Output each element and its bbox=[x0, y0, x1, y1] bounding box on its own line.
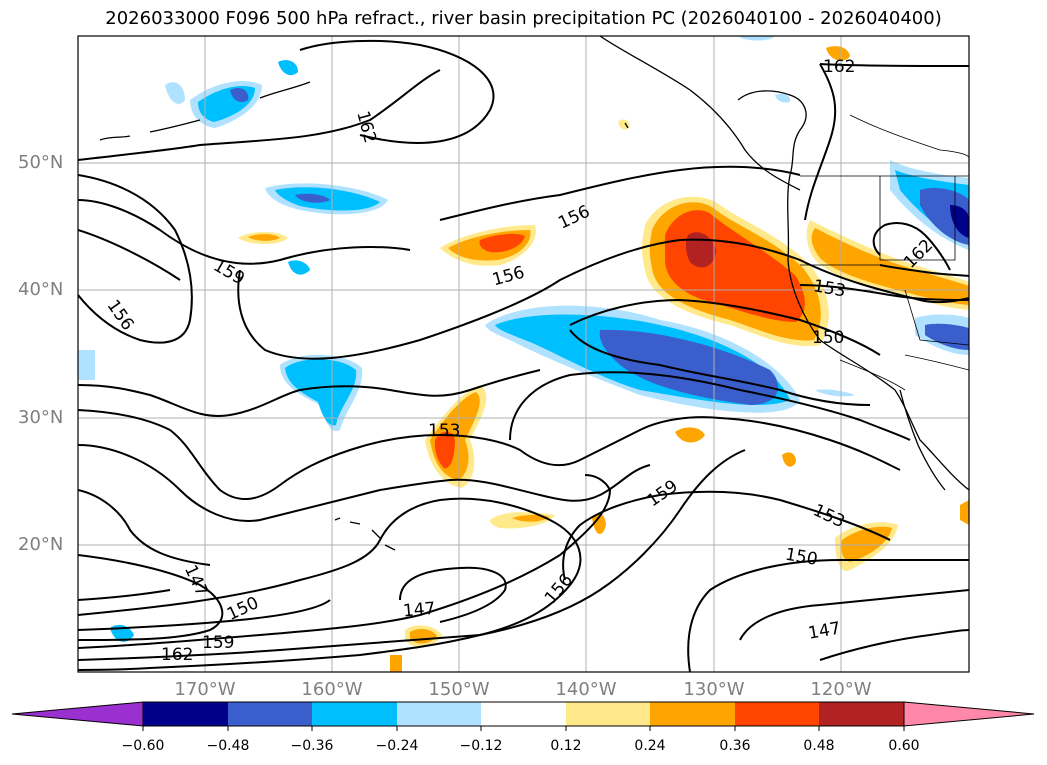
contour-labels: 162 162 156 159 156 156 153 162 153 150 … bbox=[103, 57, 938, 665]
refractivity-contours bbox=[78, 39, 969, 672]
shade-orange bbox=[826, 46, 850, 61]
contour-label: 156 bbox=[541, 570, 577, 608]
colorbar-extend-low bbox=[11, 701, 144, 727]
latitude-label: 40°N bbox=[18, 279, 64, 300]
colorbar-extend-high bbox=[903, 701, 1035, 727]
shade-orange bbox=[960, 500, 969, 525]
colorbar-tick-label: 0.12 bbox=[550, 738, 582, 754]
shade-blue bbox=[288, 260, 310, 275]
contour-label: 156 bbox=[103, 296, 138, 334]
shade-light-blue bbox=[775, 93, 791, 103]
contour-label: 147 bbox=[180, 562, 212, 600]
contour-label: 156 bbox=[555, 202, 593, 234]
latitude-label: 30°N bbox=[18, 407, 64, 428]
coastlines bbox=[99, 36, 969, 551]
contour-label: 162 bbox=[161, 645, 193, 665]
political-borders bbox=[800, 114, 969, 391]
map-title: 2026033000 F096 500 hPa refract., river … bbox=[105, 8, 942, 29]
shade-light-blue bbox=[815, 389, 855, 397]
shade-yellow bbox=[618, 119, 630, 130]
shade-orange bbox=[592, 513, 606, 535]
longitude-label: 170°W bbox=[174, 679, 236, 700]
colorbar-tick-label: 0.36 bbox=[719, 738, 751, 754]
colorbar-segment bbox=[481, 702, 566, 726]
colorbar-tick-label: −0.48 bbox=[206, 738, 250, 754]
map-frame bbox=[77, 35, 970, 673]
precip-anomaly-shading bbox=[78, 36, 969, 672]
colorbar-segment bbox=[397, 702, 481, 726]
latitude-label: 20°N bbox=[18, 534, 64, 555]
shade-mid-blue bbox=[925, 323, 969, 350]
colorbar-segment bbox=[228, 702, 312, 726]
colorbar-segment bbox=[312, 702, 397, 726]
longitude-label: 130°W bbox=[683, 679, 745, 700]
colorbar-segment bbox=[566, 702, 650, 726]
colorbar-tick-label: −0.36 bbox=[290, 738, 334, 754]
shade-orange bbox=[248, 234, 280, 241]
colorbar-tick-label: −0.60 bbox=[121, 738, 165, 754]
colorbar-segment bbox=[735, 702, 819, 726]
shade-mid-blue bbox=[920, 188, 969, 245]
contour-label: 153 bbox=[428, 421, 460, 441]
contour-label: 159 bbox=[210, 256, 248, 290]
contour-label: 159 bbox=[202, 633, 234, 653]
shade-mid-blue bbox=[295, 193, 330, 203]
shade-orange bbox=[390, 655, 402, 672]
contour-label: 162 bbox=[352, 109, 380, 146]
contour-label: 159 bbox=[644, 476, 682, 511]
shade-blue bbox=[285, 359, 357, 426]
colorbar-tick-label: −0.12 bbox=[459, 738, 503, 754]
contour-label: 156 bbox=[490, 263, 527, 291]
contour-label: 150 bbox=[784, 545, 819, 570]
contour-label: 147 bbox=[807, 618, 842, 643]
shade-red-orange bbox=[479, 233, 525, 253]
longitude-label: 140°W bbox=[555, 679, 617, 700]
contour-label: 147 bbox=[402, 599, 436, 622]
shade-mid-blue bbox=[230, 88, 249, 102]
colorbar-tick-label: 0.60 bbox=[888, 738, 920, 754]
longitude-label: 150°W bbox=[428, 679, 490, 700]
contour-label: 153 bbox=[810, 500, 848, 532]
shade-blue bbox=[278, 60, 298, 76]
colorbar-segment bbox=[650, 702, 735, 726]
colorbar bbox=[11, 701, 1035, 731]
colorbar-tick-label: 0.48 bbox=[803, 738, 835, 754]
graticule bbox=[78, 36, 969, 672]
longitude-label: 160°W bbox=[301, 679, 363, 700]
shade-red-orange bbox=[434, 431, 455, 469]
contour-label: 150 bbox=[812, 328, 844, 348]
shade-orange bbox=[675, 427, 705, 443]
contour-label: 162 bbox=[823, 57, 855, 77]
shade-mid-blue bbox=[599, 329, 779, 405]
colorbar-tick-label: 0.24 bbox=[634, 738, 666, 754]
shade-light-blue bbox=[78, 350, 95, 380]
shade-light-blue bbox=[165, 82, 185, 105]
colorbar-segment bbox=[143, 702, 228, 726]
shade-orange bbox=[782, 452, 796, 467]
latitude-label: 50°N bbox=[18, 152, 64, 173]
colorbar-tick-label: −0.24 bbox=[375, 738, 419, 754]
longitude-label: 120°W bbox=[810, 679, 872, 700]
colorbar-segment bbox=[819, 702, 904, 726]
shade-light-blue bbox=[738, 36, 775, 41]
